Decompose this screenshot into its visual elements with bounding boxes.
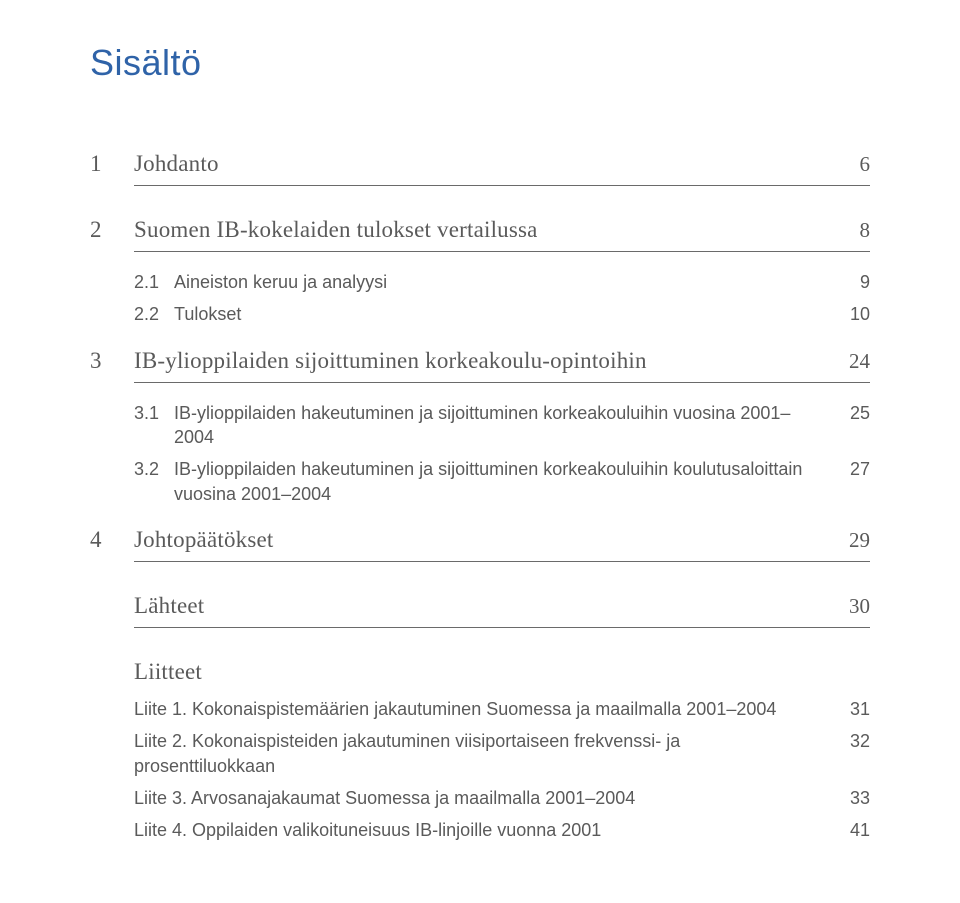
- toc-entry: Liite 4. Oppilaiden valikoituneisuus IB-…: [120, 818, 870, 842]
- spacer: [90, 401, 120, 450]
- spacer: [90, 302, 120, 326]
- toc-sub-number: 2.1: [134, 270, 174, 294]
- appendix-block: Liite 1. Kokonaispistemäärien jakautumin…: [90, 697, 870, 842]
- spacer: [90, 185, 120, 196]
- toc-row: 3 IB-ylioppilaiden sijoittuminen korkeak…: [90, 345, 870, 376]
- spacer: [90, 457, 120, 506]
- toc-underline: [134, 251, 870, 252]
- toc-entry: Suomen IB-kokelaiden tulokset vertailuss…: [120, 214, 870, 245]
- toc-page: 6: [820, 150, 870, 178]
- appendix-row: Liite 4. Oppilaiden valikoituneisuus IB-…: [90, 818, 870, 842]
- spacer: [90, 251, 120, 262]
- appendix-label: Liite 4. Oppilaiden valikoituneisuus IB-…: [134, 818, 820, 842]
- toc-row-sub: 3.2 IB-ylioppilaiden hakeutuminen ja sij…: [90, 457, 870, 506]
- toc-row: Lähteet 30: [90, 590, 870, 621]
- spacer: [90, 786, 120, 810]
- spacer: [90, 270, 120, 294]
- toc-entry: Johtopäätökset 29: [120, 524, 870, 555]
- appendix-row: Liite 3. Arvosanajakaumat Suomessa ja ma…: [90, 786, 870, 810]
- toc-page: 8: [820, 216, 870, 244]
- toc-sub-number: 3.2: [134, 457, 174, 481]
- toc-sub-number: 3.1: [134, 401, 174, 425]
- toc-page: 33: [820, 786, 870, 810]
- toc-label: Johdanto: [134, 148, 820, 179]
- page-title: Sisältö: [90, 42, 870, 84]
- spacer: [90, 382, 120, 393]
- document-page: Sisältö 1 Johdanto 6 2 Suomen IB-kokelai…: [0, 0, 960, 885]
- toc-row-sub: 3.1 IB-ylioppilaiden hakeutuminen ja sij…: [90, 401, 870, 450]
- table-of-contents: 1 Johdanto 6 2 Suomen IB-kokelaiden tulo…: [90, 148, 870, 843]
- toc-page: 9: [820, 270, 870, 294]
- toc-page: 24: [820, 347, 870, 375]
- toc-chapter-number: 1: [90, 148, 120, 179]
- appendix-label: Liite 2. Kokonaispisteiden jakautuminen …: [134, 729, 820, 778]
- toc-label: IB-ylioppilaiden sijoittuminen korkeakou…: [134, 345, 820, 376]
- toc-label: Liitteet: [134, 656, 820, 687]
- toc-entry: Lähteet 30: [120, 590, 870, 621]
- appendix-row: Liite 2. Kokonaispisteiden jakautuminen …: [90, 729, 870, 778]
- toc-label: IB-ylioppilaiden hakeutuminen ja sijoitt…: [174, 457, 820, 506]
- toc-entry: 3.2 IB-ylioppilaiden hakeutuminen ja sij…: [120, 457, 870, 506]
- spacer: [90, 697, 120, 721]
- toc-label: Lähteet: [134, 590, 820, 621]
- toc-page: 10: [820, 302, 870, 326]
- toc-underline-row: [90, 185, 870, 196]
- spacer: [90, 818, 120, 842]
- toc-label: Aineiston keruu ja analyysi: [174, 270, 820, 294]
- toc-entry: 2.1 Aineiston keruu ja analyysi 9: [120, 270, 870, 294]
- toc-label: IB-ylioppilaiden hakeutuminen ja sijoitt…: [174, 401, 820, 450]
- toc-underline-row: [90, 251, 870, 262]
- toc-row: Liitteet: [90, 656, 870, 687]
- appendix-label: Liite 3. Arvosanajakaumat Suomessa ja ma…: [134, 786, 820, 810]
- toc-row: 4 Johtopäätökset 29: [90, 524, 870, 555]
- toc-label: Suomen IB-kokelaiden tulokset vertailuss…: [134, 214, 820, 245]
- toc-underline-row: [90, 561, 870, 572]
- toc-underline-row: [90, 627, 870, 638]
- toc-entry: Liite 2. Kokonaispisteiden jakautuminen …: [120, 729, 870, 778]
- toc-entry: Liite 3. Arvosanajakaumat Suomessa ja ma…: [120, 786, 870, 810]
- toc-page: 30: [820, 592, 870, 620]
- toc-chapter-number: [90, 656, 120, 687]
- toc-underline: [134, 185, 870, 186]
- toc-chapter-number: 3: [90, 345, 120, 376]
- toc-page: 41: [820, 818, 870, 842]
- appendix-row: Liite 1. Kokonaispistemäärien jakautumin…: [90, 697, 870, 721]
- toc-label: Johtopäätökset: [134, 524, 820, 555]
- toc-page: 29: [820, 526, 870, 554]
- toc-chapter-number: 2: [90, 214, 120, 245]
- toc-entry: Johdanto 6: [120, 148, 870, 179]
- toc-chapter-number: 4: [90, 524, 120, 555]
- toc-entry: 2.2 Tulokset 10: [120, 302, 870, 326]
- toc-page: 32: [820, 729, 870, 753]
- toc-row-sub: 2.2 Tulokset 10: [90, 302, 870, 326]
- toc-row-sub: 2.1 Aineiston keruu ja analyysi 9: [90, 270, 870, 294]
- spacer: [90, 561, 120, 572]
- toc-row: 2 Suomen IB-kokelaiden tulokset vertailu…: [90, 214, 870, 245]
- toc-chapter-number: [90, 590, 120, 621]
- toc-underline: [134, 382, 870, 383]
- spacer: [90, 627, 120, 638]
- toc-underline: [134, 561, 870, 562]
- appendix-label: Liite 1. Kokonaispistemäärien jakautumin…: [134, 697, 820, 721]
- spacer: [90, 729, 120, 778]
- toc-entry: Liite 1. Kokonaispistemäärien jakautumin…: [120, 697, 870, 721]
- toc-entry: Liitteet: [120, 656, 870, 687]
- toc-entry: 3.1 IB-ylioppilaiden hakeutuminen ja sij…: [120, 401, 870, 450]
- toc-underline: [134, 627, 870, 628]
- toc-row: 1 Johdanto 6: [90, 148, 870, 179]
- toc-page: 27: [820, 457, 870, 481]
- toc-label: Tulokset: [174, 302, 820, 326]
- toc-sub-number: 2.2: [134, 302, 174, 326]
- toc-page: 31: [820, 697, 870, 721]
- toc-page: 25: [820, 401, 870, 425]
- toc-underline-row: [90, 382, 870, 393]
- toc-entry: IB-ylioppilaiden sijoittuminen korkeakou…: [120, 345, 870, 376]
